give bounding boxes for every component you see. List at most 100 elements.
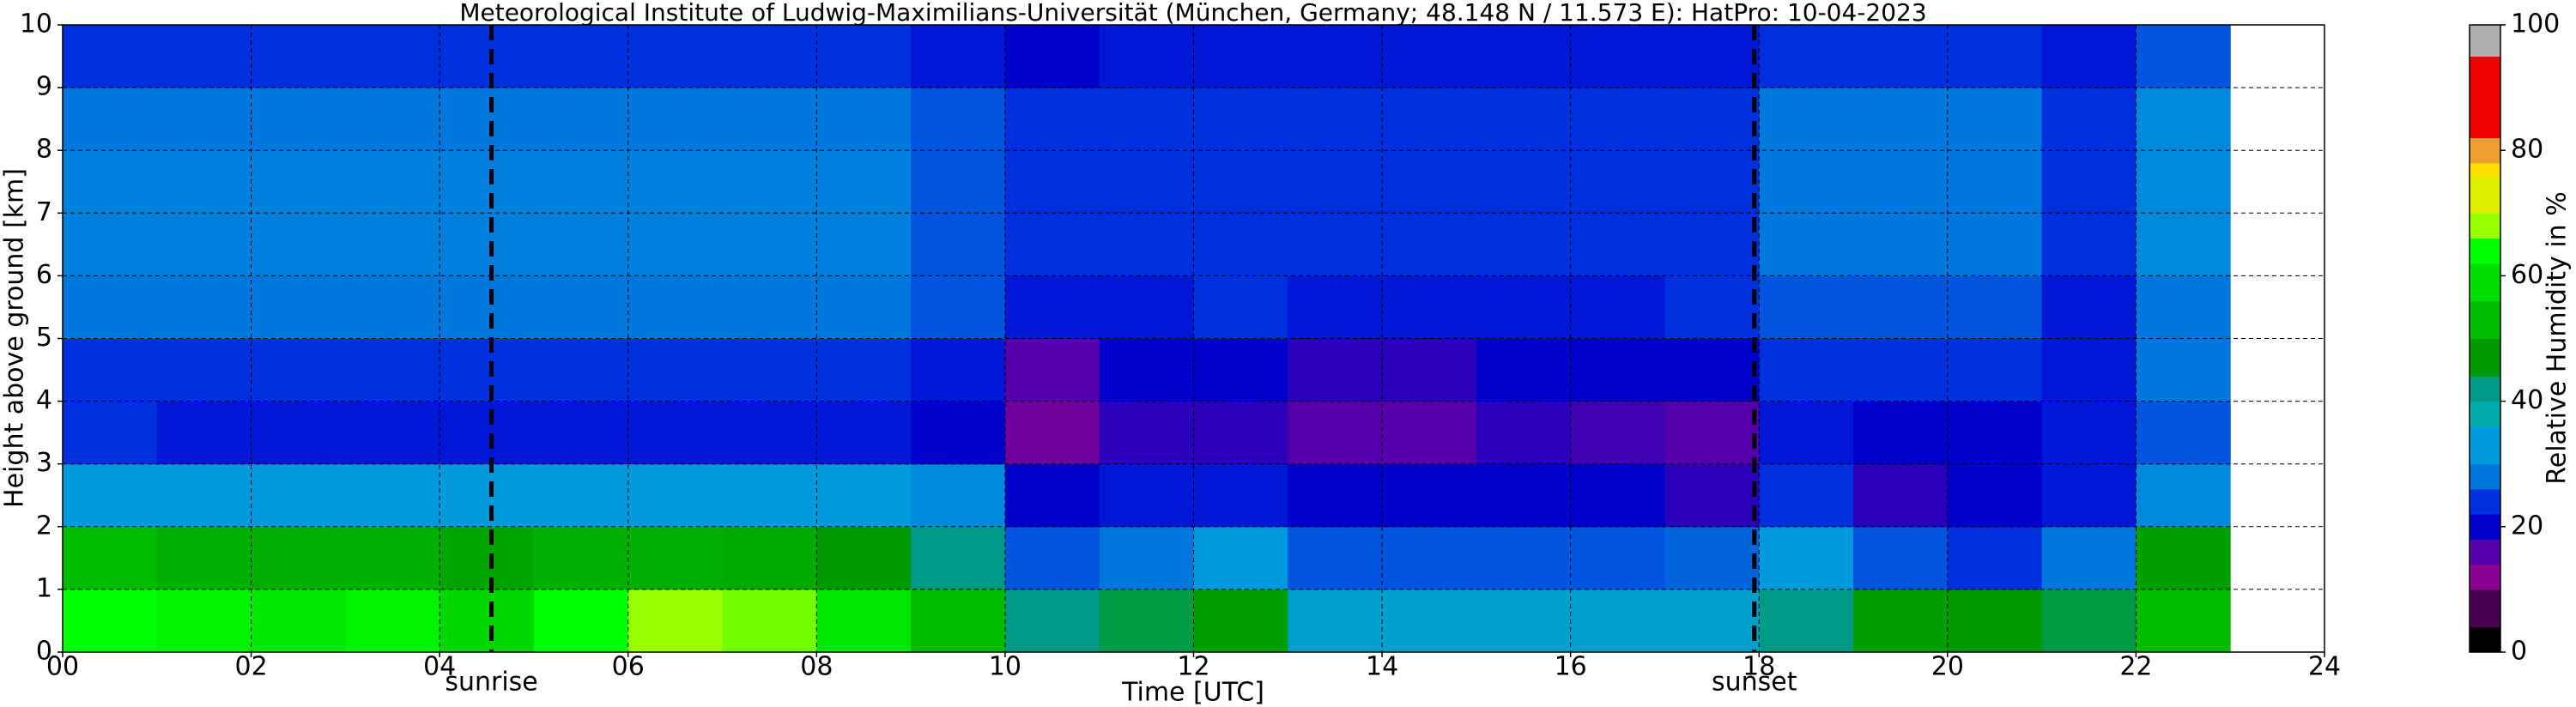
heatmap-cell: [1759, 526, 1854, 590]
heatmap-cell: [1570, 88, 1665, 151]
heatmap-cell: [345, 401, 440, 465]
heatmap-cell: [1853, 88, 1949, 151]
heatmap-cell: [1664, 463, 1760, 528]
heatmap-cell: [63, 463, 158, 528]
heatmap-cell: [1664, 526, 1760, 590]
heatmap-cell: [1664, 25, 1760, 88]
heatmap-cell: [156, 213, 252, 276]
heatmap-cell: [1099, 338, 1194, 402]
heatmap-cell: [1382, 338, 1477, 402]
heatmap-cell: [1759, 275, 1854, 339]
y-tick-label: 2: [36, 511, 52, 541]
heatmap-cell: [1853, 463, 1949, 528]
heatmap-cell: [2136, 463, 2231, 528]
annotation-label: sunset: [1712, 668, 1797, 698]
heatmap-cell: [1570, 338, 1665, 402]
colorbar-segment: [2470, 564, 2500, 590]
heatmap-cell: [1193, 526, 1288, 590]
heatmap-cell: [2136, 25, 2231, 88]
heatmap-cell: [251, 213, 346, 276]
heatmap-cell: [1476, 526, 1572, 590]
heatmap-cell: [251, 526, 346, 590]
heatmap-cell: [816, 275, 912, 339]
heatmap-cell: [1476, 213, 1572, 276]
heatmap-cell: [627, 589, 724, 653]
heatmap-cell: [722, 338, 817, 402]
heatmap-cell: [533, 589, 629, 653]
heatmap-cell: [1382, 526, 1477, 590]
heatmap-cell: [1476, 25, 1572, 88]
heatmap-cell: [816, 213, 912, 276]
heatmap-cell: [627, 213, 724, 276]
y-tick-label: 5: [36, 323, 52, 353]
heatmap-cell: [1947, 275, 2043, 339]
heatmap-cell: [627, 401, 724, 465]
plot-frame: [62, 24, 2325, 653]
heatmap-cell: [1382, 275, 1477, 339]
heatmap-cell: [1947, 213, 2043, 276]
heatmap-cell: [722, 401, 817, 465]
heatmap-cell: [627, 150, 724, 214]
colorbar-segment: [2470, 263, 2500, 302]
colorbar-segment: [2470, 589, 2500, 628]
heatmap-cell: [63, 526, 158, 590]
colorbar-segment: [2470, 401, 2500, 427]
colorbar-tick-label: 60: [2511, 260, 2543, 290]
heatmap-cell: [911, 88, 1006, 151]
heatmap-cell: [345, 526, 440, 590]
heatmap-cell: [1947, 526, 2043, 590]
heatmap-cell: [1570, 463, 1665, 528]
heatmap-cell: [1570, 150, 1665, 214]
heatmap-cell: [1004, 275, 1100, 339]
colorbar-segment: [2470, 213, 2500, 239]
heatmap-cell: [911, 401, 1006, 465]
heatmap-cell: [1288, 25, 1383, 88]
heatmap-cell: [1004, 401, 1100, 465]
heatmap-cell: [251, 401, 346, 465]
heatmap-cell: [1193, 463, 1288, 528]
heatmap-cell: [63, 401, 158, 465]
heatmap-cell: [1099, 213, 1194, 276]
heatmap-cell: [1288, 526, 1383, 590]
heatmap-cell: [1947, 25, 2043, 88]
heatmap-cell: [1853, 338, 1949, 402]
heatmap-cell: [816, 401, 912, 465]
heatmap-cell: [1382, 589, 1477, 653]
colorbar-segment: [2470, 376, 2500, 402]
heatmap-cell: [1288, 150, 1383, 214]
heatmap-cell: [1193, 275, 1288, 339]
heatmap-cell: [1004, 463, 1100, 528]
heatmap-cell: [627, 25, 724, 88]
heatmap-cell: [1664, 150, 1760, 214]
heatmap-cell: [63, 589, 158, 653]
heatmap-cell: [251, 150, 346, 214]
heatmap-cell: [1853, 401, 1949, 465]
heatmap-cell: [816, 463, 912, 528]
heatmap-cell: [439, 150, 535, 214]
heatmap-cell: [345, 589, 440, 653]
heatmap-cell: [816, 150, 912, 214]
heatmap-cell: [1288, 463, 1383, 528]
heatmap-cell: [911, 589, 1006, 653]
heatmap-cell: [1382, 25, 1477, 88]
heatmap-cell: [1099, 463, 1194, 528]
heatmap-cell: [1664, 213, 1760, 276]
heatmap-cell: [1099, 589, 1194, 653]
colorbar-label: Relative Humidity in %: [2543, 191, 2573, 484]
colorbar-tick-label: 40: [2511, 385, 2543, 415]
heatmap-cell: [2041, 463, 2137, 528]
colorbar-frame: [2469, 24, 2501, 653]
heatmap-cell: [2041, 401, 2137, 465]
heatmap-cell: [439, 25, 535, 88]
heatmap-cell: [2136, 88, 2231, 151]
y-tick-label: 1: [36, 573, 52, 603]
heatmap-cell: [1570, 25, 1665, 88]
heatmap-cell: [722, 526, 817, 590]
heatmap-cell: [1193, 213, 1288, 276]
heatmap-cell: [1476, 463, 1572, 528]
heatmap-cell: [816, 25, 912, 88]
heatmap-cell: [1382, 88, 1477, 151]
heatmap-cell: [1099, 88, 1194, 151]
heatmap-cell: [156, 401, 252, 465]
